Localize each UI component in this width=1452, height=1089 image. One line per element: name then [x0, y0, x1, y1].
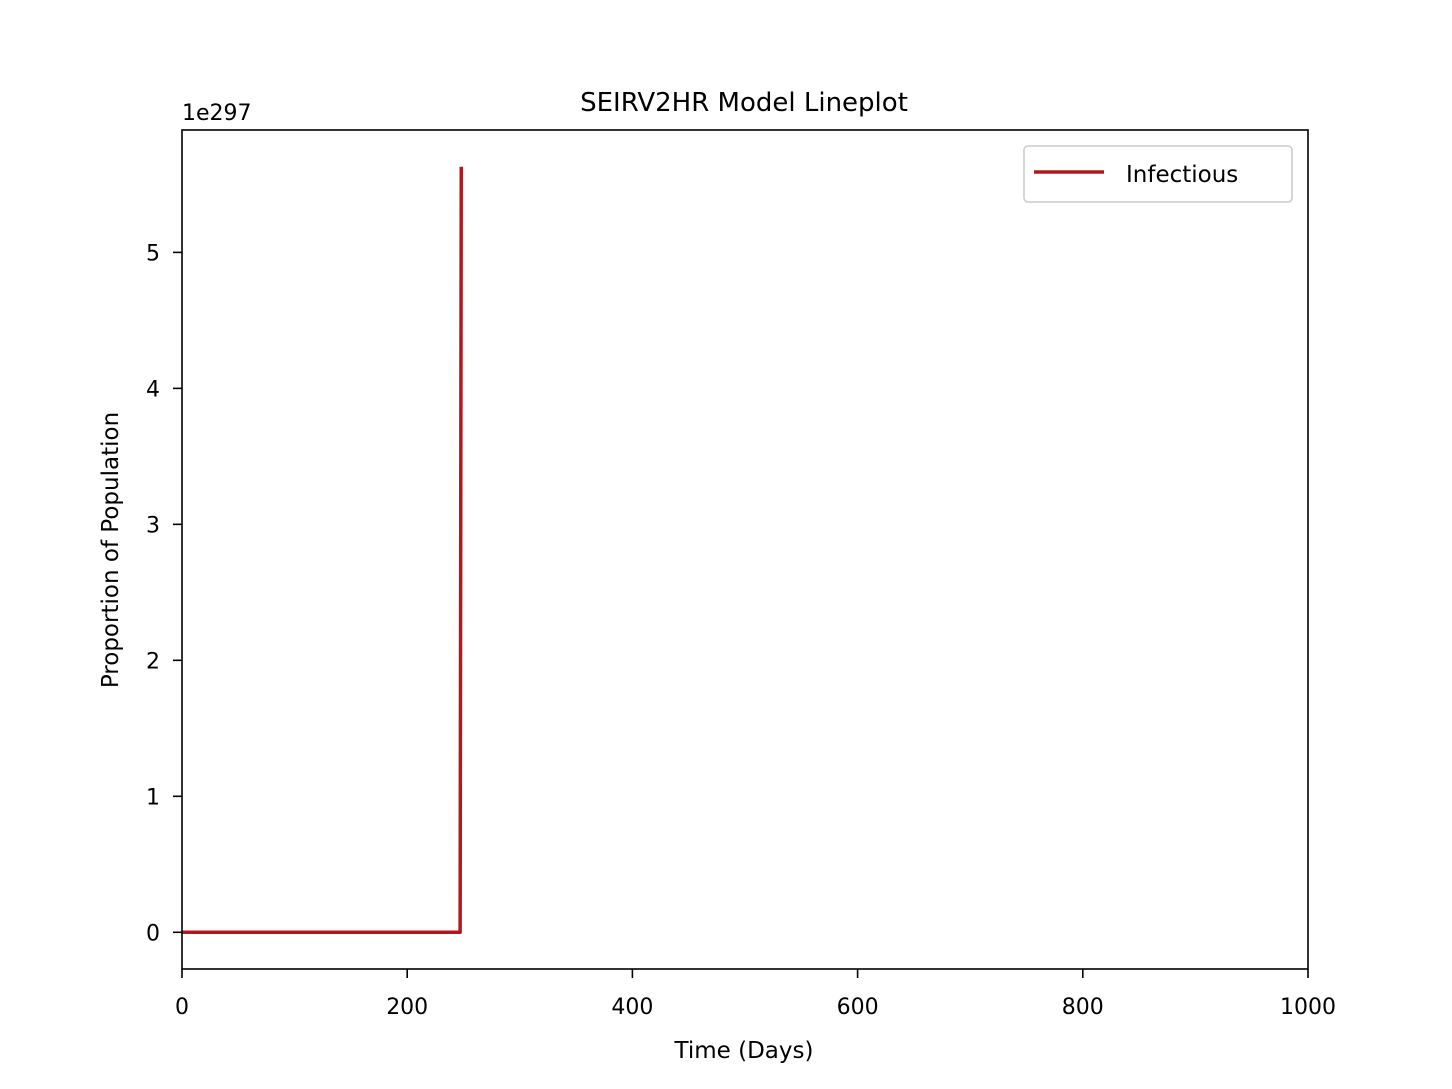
- y-tick-label: 4: [146, 377, 160, 402]
- y-axis-label: Proportion of Population: [98, 412, 124, 688]
- x-tick-label: 200: [386, 995, 428, 1020]
- y-tick-label: 2: [146, 649, 160, 674]
- legend: Infectious: [1023, 145, 1293, 203]
- x-axis-label: Time (Days): [674, 1038, 814, 1064]
- axes-frame: [181, 129, 1309, 970]
- legend-label-infectious: Infectious: [1126, 162, 1238, 188]
- y-offset-label: 1e297: [182, 101, 252, 126]
- y-tick-label: 1: [146, 785, 160, 810]
- series-line-infectious: [182, 166, 463, 935]
- x-tick-label: 1000: [1280, 995, 1336, 1020]
- legend-box: [1023, 145, 1293, 203]
- x-tick-label: 800: [1062, 995, 1104, 1020]
- x-tick-label: 600: [837, 995, 879, 1020]
- y-tick-label: 0: [146, 921, 160, 946]
- x-tick-label: 0: [175, 995, 189, 1020]
- axis-ticks: 0 200 400 600 800 1000 0 1 2 3 4 5: [146, 241, 1336, 1020]
- y-tick-label: 3: [146, 513, 160, 538]
- chart-title: SEIRV2HR Model Lineplot: [580, 88, 908, 118]
- x-tick-label: 400: [611, 995, 653, 1020]
- y-tick-label: 5: [146, 241, 160, 266]
- series-layer: [182, 166, 463, 935]
